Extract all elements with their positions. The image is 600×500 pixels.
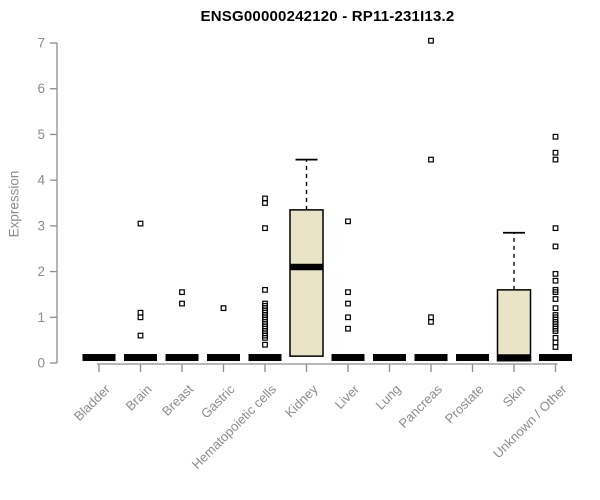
y-tick-label: 1 [37,310,45,325]
x-tick-label: Lung [373,382,404,413]
outlier-point [552,156,559,163]
x-tick-label: Unknown / Other [490,381,570,461]
outlier-point [262,341,268,348]
x-tick-label: Brain [123,382,155,414]
box-gastric [207,305,240,362]
outlier-point [345,218,351,225]
outlier-point [552,339,559,346]
median-bar [414,354,448,362]
y-tick-label: 6 [37,81,45,96]
box-unknown-other [539,133,572,362]
outlier-point [137,314,144,321]
median-bar [290,263,323,271]
median-bar [124,354,157,362]
median-bar [248,354,282,362]
outlier-point [428,318,434,325]
box-skin [496,231,532,362]
outlier-point [262,200,268,206]
median-bar [539,354,572,362]
y-tick-label: 7 [37,36,45,51]
x-tick-label: Gastric [198,381,238,421]
outlier-point [262,195,268,202]
outlier-point [552,328,559,334]
box-lung [373,354,406,362]
outlier-point [345,314,351,321]
outlier-point [552,277,559,284]
box-prostate [456,354,489,362]
outlier-point [262,225,268,232]
outlier-point [262,286,268,293]
outlier-point [262,334,268,341]
median-bar [331,354,365,362]
median-bar [456,354,489,362]
median-bar [497,354,531,361]
y-tick-label: 5 [37,127,45,142]
x-tick-label: Kidney [282,381,321,420]
outlier-point [552,334,559,341]
outlier-point [428,314,434,321]
y-tick-label: 2 [37,264,45,279]
outlier-point [428,156,434,163]
outlier-point [345,300,351,307]
median-bar [165,354,199,362]
x-tick-label: Breast [159,381,196,418]
y-tick-label: 3 [37,218,45,233]
outlier-point [345,289,351,296]
outlier-point [220,305,227,312]
x-tick-label: Bladder [71,381,114,424]
outlier-point [552,149,559,156]
box-hematopoietic-cells [248,195,282,362]
outlier-point [137,220,144,227]
x-tick-label: Liver [332,381,363,412]
outlier-point [428,37,434,44]
box-breast [165,289,199,362]
outlier-point [552,289,559,296]
x-tick-label: Pancreas [396,381,446,431]
outlier-point [552,344,559,350]
median-bar [207,354,240,362]
y-tick-label: 4 [37,173,45,188]
outlier-point [552,243,559,250]
y-tick-label: 0 [37,356,45,371]
x-tick-label: Prostate [442,382,487,427]
outlier-point [345,325,351,332]
outlier-point [552,270,559,277]
box-pancreas [414,37,448,362]
outlier-point [552,305,559,312]
box-liver [331,218,365,362]
median-bar [373,354,406,362]
outlier-point [179,300,185,307]
outlier-point [552,296,559,302]
chart-title: ENSG00000242120 - RP11-231I13.2 [200,8,455,25]
box-brain [124,220,157,362]
outlier-point [137,332,144,339]
median-bar [82,354,116,362]
iqr-box [496,289,532,362]
outlier-point [552,133,559,140]
x-tick-label: Skin [500,382,528,410]
box-bladder [82,354,116,362]
iqr-box [289,209,324,357]
outlier-point [137,309,144,316]
outlier-point [552,225,559,232]
box-kidney [289,158,324,357]
outlier-point [179,289,185,296]
